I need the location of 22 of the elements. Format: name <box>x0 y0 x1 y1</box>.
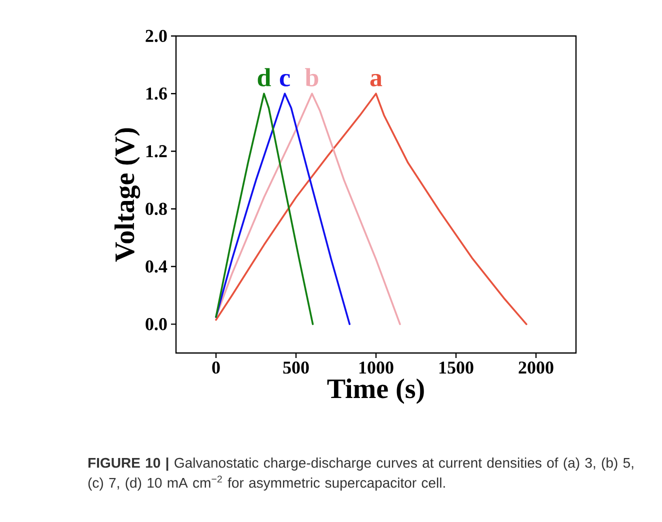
y-tick-label: 1.6 <box>146 88 167 100</box>
y-tick-label: 1.2 <box>146 145 167 158</box>
line-series <box>215 92 528 326</box>
line-series <box>215 92 350 326</box>
series-label: b <box>305 68 318 86</box>
y-tick-label: 0.4 <box>146 260 168 273</box>
text: FIGURE 10 | Galvanostatic charge-discharge curves at current densities of (a) 3, (b) 5, (c) 7, (d) 10 mA cm$^{−2}$ for asymmetric supercapacitor cell. <box>88 458 634 491</box>
line-series <box>215 92 401 326</box>
y-tick-label: 0.8 <box>146 202 167 216</box>
x-tick-label: 1500 <box>439 362 474 374</box>
series-label: d <box>258 68 271 86</box>
x-tick-label: 500 <box>283 362 309 374</box>
line-series <box>215 92 314 326</box>
x-tick-label: 2000 <box>518 362 554 374</box>
x-axis-title: Time (s) <box>327 378 424 404</box>
series-label: a <box>370 74 382 86</box>
series-label: c <box>280 74 290 86</box>
y-tick-label: 2.0 <box>146 30 167 42</box>
y-axis-title: Voltage (V) <box>114 128 140 262</box>
x-tick-label: 0 <box>212 362 220 374</box>
y-tick-label: 0.0 <box>146 318 167 330</box>
x-tick-label: 1000 <box>359 362 394 374</box>
